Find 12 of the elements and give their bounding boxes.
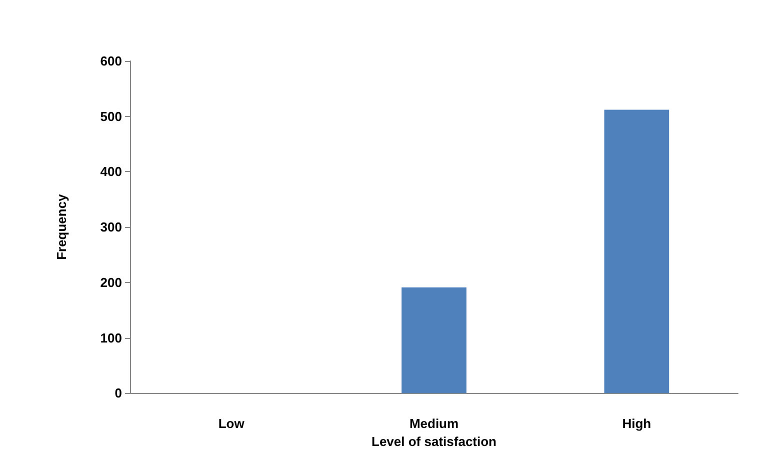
y-tick-label: 100 — [100, 330, 122, 346]
y-tick-label: 500 — [100, 108, 122, 124]
x-tick-label: Low — [218, 416, 246, 432]
y-tick-label: 300 — [100, 220, 122, 235]
x-axis-title: Level of satisfaction — [372, 434, 497, 449]
x-tick-label: Medium — [409, 416, 459, 432]
y-tick-label: 0 — [114, 386, 122, 401]
y-tick-label: 200 — [100, 274, 122, 290]
x-tick-label: High — [622, 416, 652, 432]
y-tick-label: 600 — [100, 54, 122, 68]
y-axis-title: Frequency — [54, 193, 69, 260]
y-tick-label: 400 — [100, 164, 122, 180]
